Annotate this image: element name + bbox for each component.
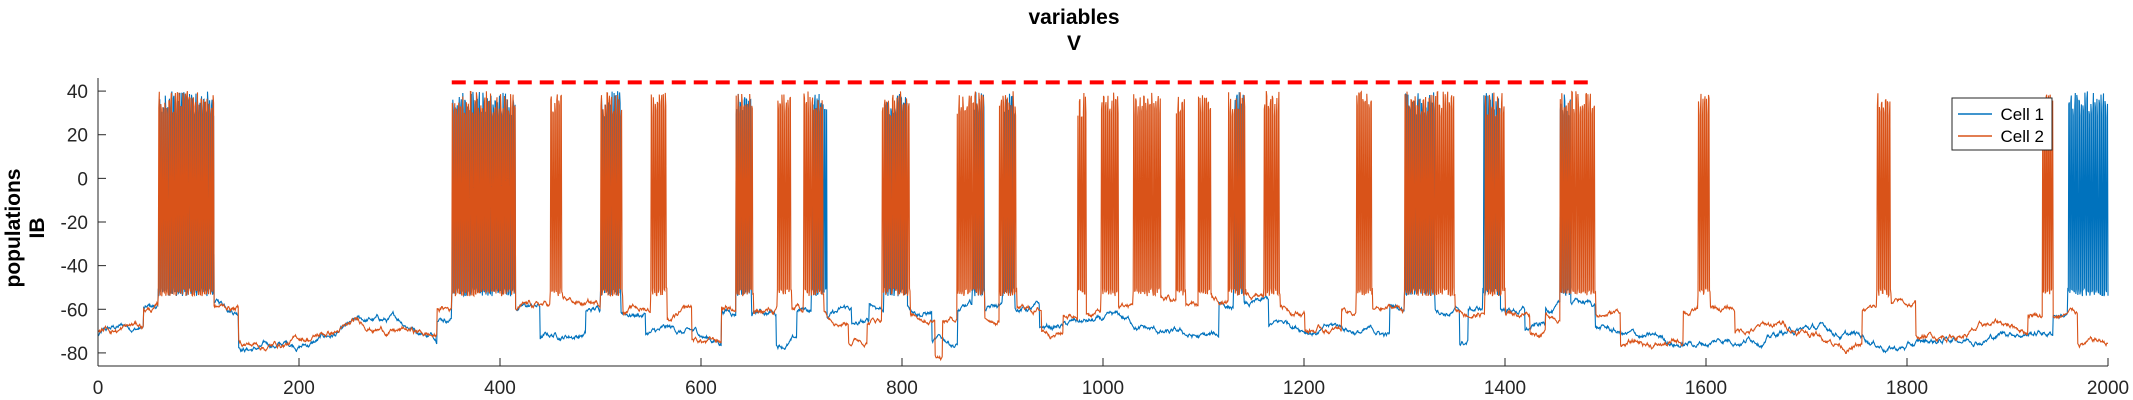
series-line-cell-2 <box>97 90 2109 362</box>
chart-title-line-2: V <box>1067 32 1081 55</box>
x-tick-label: 400 <box>484 378 516 399</box>
chart-title: variables V <box>1028 6 1119 55</box>
y-axis-label: populations IB <box>2 169 49 288</box>
y-tick-label: -40 <box>61 257 88 278</box>
x-tick-label: 1800 <box>1886 378 1928 399</box>
chart-title-line-1: variables <box>1028 6 1119 29</box>
x-tick-label: 1200 <box>1283 378 1325 399</box>
y-axis-label-line-2: IB <box>26 218 49 239</box>
y-tick-label: 20 <box>67 126 88 147</box>
x-tick-label: 800 <box>886 378 918 399</box>
legend-box <box>1951 97 2053 151</box>
x-tick-label: 200 <box>283 378 315 399</box>
x-tick-label: 1000 <box>1082 378 1124 399</box>
x-tick-label: 600 <box>685 378 717 399</box>
x-tick-label: 1600 <box>1685 378 1727 399</box>
series-layer <box>97 90 2109 362</box>
y-tick-label: -60 <box>61 300 88 321</box>
legend-label-cell-2: Cell 2 <box>2001 127 2044 146</box>
axes-layer: 0 200 400 600 800 1000 1200 1400 1600 1800 2000-80… <box>61 78 2129 399</box>
legend-label-cell-1: Cell 1 <box>2001 105 2044 124</box>
y-tick-label: -80 <box>61 344 88 365</box>
x-tick-label: 2000 <box>2087 378 2129 399</box>
x-tick-label: 0 <box>93 378 104 399</box>
y-tick-label: 40 <box>67 82 88 103</box>
y-axis-label-line-1: populations <box>2 169 25 288</box>
y-tick-label: -20 <box>61 213 88 234</box>
y-tick-label: 0 <box>77 169 88 190</box>
legend: Cell 1 Cell 2 <box>1951 97 2053 151</box>
x-tick-label: 1400 <box>1484 378 1526 399</box>
